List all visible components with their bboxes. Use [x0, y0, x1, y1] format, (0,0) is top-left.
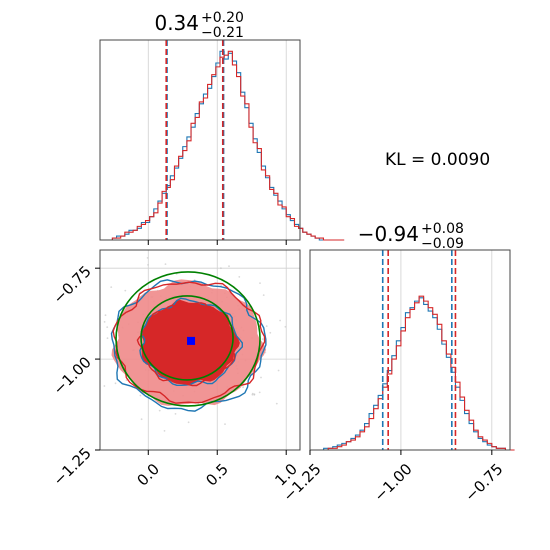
bl-contour-blue-outer — [110, 279, 267, 412]
bl-scatter-point — [277, 369, 280, 372]
panel-bottom-left: 0.0 0.5 1.0−0.75−1.00−1.25 — [50, 249, 301, 490]
bl-scatter-point — [104, 314, 107, 317]
bl-contour-green-inner — [140, 295, 234, 381]
bl-scatter-point — [258, 391, 261, 394]
bl-scatter-point — [228, 265, 230, 268]
br-hist-series-0 — [310, 297, 515, 451]
bl-scatter-point — [251, 393, 254, 396]
panel-bottom-right-title-upper: +0.08 — [421, 221, 464, 237]
bl-scatter-point — [253, 393, 256, 396]
bl-scatter-point — [146, 257, 149, 259]
bl-scatter-point — [187, 421, 190, 424]
panel-top-left-title-lower: −0.21 — [201, 25, 244, 41]
bl-scatter-point — [103, 385, 106, 387]
panel-bottom-right-frame — [309, 249, 511, 451]
bl-x-tick-label: 0.5 — [202, 460, 232, 490]
bl-x-tick-label: 0.0 — [133, 460, 163, 490]
br-x-tick-label: −0.75 — [461, 460, 506, 505]
bl-scatter-point — [224, 423, 226, 425]
panel-top-left-frame — [99, 39, 301, 241]
bl-contour-blue-inner — [139, 297, 243, 386]
panel-bottom-right: −1.25 −1.00 −0.75 −0.94 +0.08 −0.09 — [280, 221, 515, 505]
bl-scatter-point — [140, 418, 143, 421]
bl-scatter-point — [265, 325, 268, 327]
bl-scatter-point — [124, 289, 127, 292]
bl-y-tick-label: −1.00 — [50, 353, 95, 398]
panel-top-left-title-upper: +0.20 — [201, 10, 244, 26]
bl-scatter-point — [260, 376, 262, 379]
bl-scatter-point — [220, 284, 223, 287]
bl-scatter-point — [106, 337, 109, 340]
bl-y-tick-label: −0.75 — [50, 262, 95, 307]
bl-contour-green-outer — [115, 271, 261, 407]
bl-scatter-point — [174, 413, 177, 415]
bl-scatter-point — [139, 394, 142, 397]
bl-scatter-point — [164, 263, 167, 265]
bl-scatter-point — [147, 264, 149, 266]
bl-scatter-point — [275, 402, 278, 405]
tl-hist-series-1 — [100, 50, 345, 241]
bl-scatter-point — [158, 409, 161, 412]
panel-bottom-left-frame — [99, 249, 301, 451]
br-x-tick-label: −1.00 — [370, 460, 415, 505]
bl-scatter-point — [238, 276, 241, 278]
bl-y-tick-label: −1.25 — [50, 444, 95, 489]
bl-scatter-point — [106, 326, 109, 328]
bl-scatter-point — [279, 319, 281, 322]
bl-scatter-point — [284, 325, 287, 328]
panel-top-left: 0.34 +0.20 −0.21 — [99, 10, 345, 245]
panel-top-left-title-value: 0.34 — [154, 11, 199, 35]
bl-scatter-point — [259, 282, 261, 284]
kl-annotation: KL = 0.0090 — [385, 150, 490, 170]
panel-bottom-right-title-lower: −0.09 — [421, 236, 464, 252]
br-hist-series-1 — [310, 295, 515, 451]
bl-scatter-point — [269, 331, 272, 334]
bl-scatter-point — [220, 267, 222, 270]
panel-bottom-right-title-value: −0.94 — [358, 222, 419, 246]
bl-scatter-point — [163, 430, 166, 432]
bl-scatter-point — [261, 338, 264, 340]
truth-marker — [187, 336, 196, 345]
bl-scatter-point — [262, 294, 265, 296]
bl-scatter-point — [125, 379, 128, 381]
bl-scatter-point — [103, 321, 106, 323]
bl-scatter-point — [242, 386, 245, 389]
bl-scatter-point — [114, 382, 117, 385]
bl-scatter-point — [110, 286, 113, 288]
bl-contour-red-inner — [136, 302, 237, 387]
